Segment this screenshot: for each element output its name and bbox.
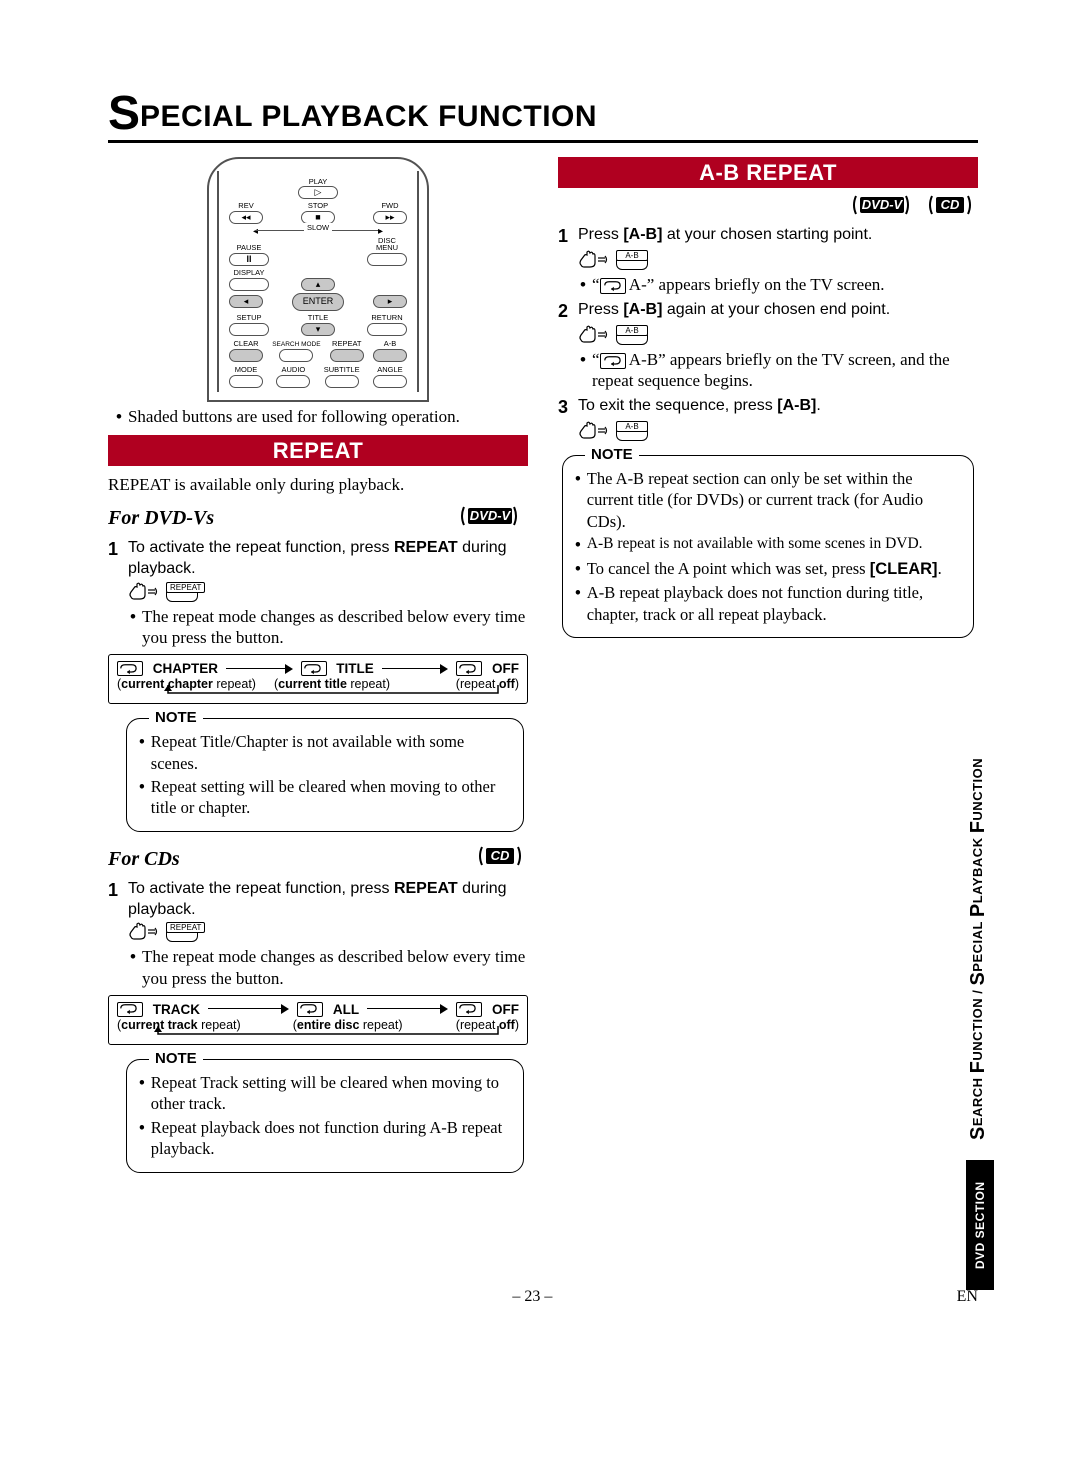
footer: – 23 – EN xyxy=(108,1288,978,1306)
repeat-button xyxy=(330,349,364,362)
display-button xyxy=(229,278,269,291)
hand-ab-2: A-B xyxy=(578,325,978,345)
svg-text:CD: CD xyxy=(491,848,510,863)
angle-label: ANGLE xyxy=(377,365,402,374)
setup-button xyxy=(229,323,269,336)
dvdv-badge: DVD-V xyxy=(460,505,528,530)
repeat-header: REPEAT xyxy=(108,435,528,466)
ab-button xyxy=(373,349,407,362)
ab-step3: To exit the sequence, press [A-B]. xyxy=(578,396,821,419)
svg-text:DVD-V: DVD-V xyxy=(470,508,512,523)
audio-label: AUDIO xyxy=(281,365,305,374)
play-label: PLAY xyxy=(309,177,328,186)
rev-button: ◂◂ xyxy=(229,211,263,224)
hand-repeat-dvd: REPEAT xyxy=(128,582,528,602)
titlebtn-label: TITLE xyxy=(308,313,328,322)
dvd-mode-box: CHAPTER TITLE OFF (current chapter repea… xyxy=(108,654,528,704)
subtitle-button xyxy=(325,375,359,388)
play-button: ▷ xyxy=(298,186,338,199)
ab-note-box: NOTE •The A-B repeat section can only be… xyxy=(562,455,974,638)
searchmode-label: SEARCH MODE xyxy=(272,341,320,348)
display-label: DISPLAY xyxy=(233,268,264,277)
dvdv-badge-2: DVD-V xyxy=(852,194,920,221)
mode-button xyxy=(229,375,263,388)
ab-bullet2: “ A-B” appears briefly on the TV screen,… xyxy=(592,349,978,392)
hand-ab-3: A-B xyxy=(578,421,978,441)
cd-subhead: For CDs xyxy=(108,848,180,871)
side-box: DVD SECTION xyxy=(966,1160,994,1290)
up-button: ▴ xyxy=(301,278,335,291)
left-button: ◂ xyxy=(229,295,263,308)
cd-step1: To activate the repeat function, press R… xyxy=(128,879,528,921)
lang-code: EN xyxy=(957,1288,978,1306)
dvd-step1: To activate the repeat function, press R… xyxy=(128,538,528,580)
cd-bullet: The repeat mode changes as described bel… xyxy=(142,946,528,989)
hand-repeat-cd: REPEAT xyxy=(128,922,528,942)
discmenu-label: DISC MENU xyxy=(376,238,398,252)
remote-diagram: PLAY ▷ REV◂◂ STOP■ FWD▸▸ ◂SLOW▸ PAUSEII … xyxy=(207,157,429,402)
ab-step1: Press [A-B] at your chosen starting poin… xyxy=(578,225,872,248)
enter-button: ENTER xyxy=(292,293,344,311)
angle-button xyxy=(373,375,407,388)
cd-note-box: NOTE •Repeat Track setting will be clear… xyxy=(126,1059,524,1173)
right-button: ▸ xyxy=(373,295,407,308)
side-tab: SEARCH FUNCTION / SPECIAL PLAYBACK FUNCT… xyxy=(966,500,990,1140)
return-button xyxy=(367,323,407,336)
slow-label: SLOW xyxy=(304,223,332,232)
svg-text:CD: CD xyxy=(941,197,960,212)
dvd-subhead: For DVD-Vs xyxy=(108,507,214,530)
clear-label: CLEAR xyxy=(233,339,258,348)
ab-step2: Press [A-B] again at your chosen end poi… xyxy=(578,300,890,323)
cd-badge: CD xyxy=(478,845,528,872)
audio-button xyxy=(276,375,310,388)
abrepeat-header: A-B REPEAT xyxy=(558,157,978,188)
setup-label: SETUP xyxy=(236,313,261,322)
svg-text:DVD-V: DVD-V xyxy=(862,197,904,212)
repeat-label: REPEAT xyxy=(332,339,361,348)
stop-label: STOP xyxy=(308,201,328,210)
fwd-button: ▸▸ xyxy=(373,211,407,224)
mode-label: MODE xyxy=(235,365,258,374)
ab-bullet1: “ A-” appears briefly on the TV screen. xyxy=(592,274,885,295)
pause-label: PAUSE xyxy=(237,243,262,252)
cd-badge-2: CD xyxy=(928,194,978,221)
fwd-label: FWD xyxy=(381,201,398,210)
ab-label: A-B xyxy=(384,339,397,348)
dvd-bullet: The repeat mode changes as described bel… xyxy=(142,606,528,649)
title-rest: PECIAL PLAYBACK FUNCTION xyxy=(140,100,597,138)
shaded-note: Shaded buttons are used for following op… xyxy=(128,406,460,427)
page-number: – 23 – xyxy=(512,1288,552,1306)
title-letter: S xyxy=(108,90,140,138)
down-button: ▾ xyxy=(301,323,335,336)
cd-mode-box: TRACK ALL OFF (current track repeat) (en… xyxy=(108,995,528,1045)
dvd-note-box: NOTE •Repeat Title/Chapter is not availa… xyxy=(126,718,524,832)
discmenu-button xyxy=(367,253,407,266)
return-label: RETURN xyxy=(371,313,402,322)
clear-button xyxy=(229,349,263,362)
rev-label: REV xyxy=(238,201,253,210)
pause-button: II xyxy=(229,253,269,266)
searchmode-button xyxy=(279,349,313,362)
subtitle-label: SUBTITLE xyxy=(324,365,360,374)
right-column: A-B REPEAT DVD-V CD 1Press [A-B] at your… xyxy=(558,157,978,1183)
page-title: S PECIAL PLAYBACK FUNCTION xyxy=(108,90,978,143)
left-column: PLAY ▷ REV◂◂ STOP■ FWD▸▸ ◂SLOW▸ PAUSEII … xyxy=(108,157,528,1183)
repeat-intro: REPEAT is available only during playback… xyxy=(108,474,528,495)
hand-ab-1: A-B xyxy=(578,250,978,270)
